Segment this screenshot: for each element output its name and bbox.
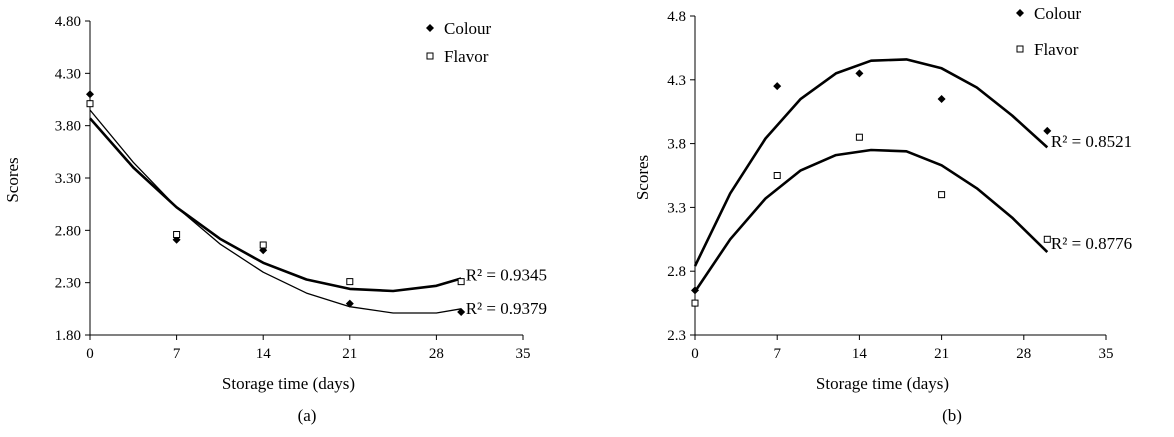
y-tick-label: 4.30 xyxy=(55,66,81,82)
r-squared-annotation: R² = 0.9379 xyxy=(466,299,547,318)
data-point-flavor xyxy=(173,231,181,239)
panel-caption: (b) xyxy=(942,406,962,425)
legend-label-colour: Colour xyxy=(1034,4,1082,23)
data-point-flavor xyxy=(457,278,465,286)
legend-label-flavor: Flavor xyxy=(1034,40,1079,59)
trendline-colour xyxy=(89,109,462,314)
chart-panel-a: 1.80 2.30 2.80 3.30 3.80 4.30 4.80 0 7 14 21 28 35 St… xyxy=(3,14,547,425)
data-point-flavor xyxy=(855,133,863,141)
data-point-colour xyxy=(1043,126,1052,135)
data-point-flavor xyxy=(86,100,94,108)
legend-label-flavor: Flavor xyxy=(444,47,489,66)
data-point-flavor xyxy=(773,172,781,179)
data-point-colour xyxy=(345,299,354,308)
trendline-flavor xyxy=(89,117,462,293)
y-tick-label: 2.3 xyxy=(667,328,686,344)
r-squared-annotation: R² = 0.8776 xyxy=(1051,234,1132,253)
x-tick-label: 28 xyxy=(429,346,444,362)
r-squared-annotation: R² = 0.9345 xyxy=(466,265,547,284)
legend-marker-colour xyxy=(1016,9,1024,17)
data-point-flavor xyxy=(1043,235,1051,243)
y-tick-label: 3.80 xyxy=(55,119,81,135)
data-point-colour xyxy=(86,90,94,99)
r-squared-annotation: R² = 0.8521 xyxy=(1051,132,1132,151)
y-tick-label: 3.3 xyxy=(667,200,686,216)
x-tick-label: 7 xyxy=(773,346,781,362)
data-point-colour xyxy=(773,82,782,91)
data-point-colour xyxy=(937,94,946,103)
data-point-flavor xyxy=(691,299,699,307)
x-tick-label: 7 xyxy=(173,346,181,362)
x-tick-label: 0 xyxy=(691,346,699,362)
data-point-flavor xyxy=(938,191,946,199)
y-tick-label: 2.8 xyxy=(667,264,686,280)
y-tick-label: 3.30 xyxy=(55,171,81,187)
legend-marker-colour xyxy=(426,24,434,32)
legend-marker-flavor xyxy=(426,52,434,60)
chart-panel-b: 2.3 2.8 3.3 3.8 4.3 4.8 0 7 14 21 28 35 Storage time… xyxy=(633,4,1132,425)
panel-caption: (a) xyxy=(298,406,317,425)
y-axis-label: Scores xyxy=(3,157,22,202)
data-point-flavor xyxy=(259,241,267,249)
y-tick-label: 4.3 xyxy=(667,73,686,89)
legend-marker-flavor xyxy=(1016,45,1024,53)
x-tick-label: 21 xyxy=(342,346,357,362)
trendline-colour xyxy=(693,58,1049,267)
x-tick-label: 28 xyxy=(1016,346,1031,362)
x-axis-label: Storage time (days) xyxy=(222,374,355,393)
x-tick-label: 0 xyxy=(86,346,94,362)
data-point-flavor xyxy=(346,278,354,286)
x-tick-label: 21 xyxy=(934,346,949,362)
data-point-colour xyxy=(855,69,864,78)
y-tick-label: 2.30 xyxy=(55,276,81,292)
x-axis-label: Storage time (days) xyxy=(816,374,949,393)
x-tick-label: 35 xyxy=(1099,346,1114,362)
y-tick-label: 2.80 xyxy=(55,223,81,239)
data-point-colour xyxy=(457,307,466,316)
y-tick-label: 4.80 xyxy=(55,14,81,30)
y-tick-label: 3.8 xyxy=(667,137,686,153)
legend-label-colour: Colour xyxy=(444,19,492,38)
trendline-flavor xyxy=(693,148,1049,293)
y-axis-label: Scores xyxy=(633,155,652,200)
y-tick-label: 1.80 xyxy=(55,328,81,344)
x-tick-label: 35 xyxy=(516,346,531,362)
x-tick-label: 14 xyxy=(852,346,868,362)
y-tick-label: 4.8 xyxy=(667,9,686,25)
x-tick-label: 14 xyxy=(256,346,272,362)
